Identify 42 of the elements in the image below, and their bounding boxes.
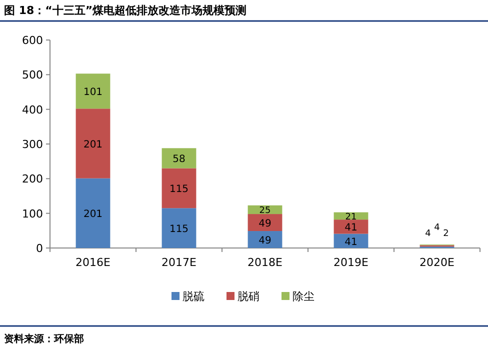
y-tick-label: 200 [22, 172, 43, 186]
data-label: 21 [345, 212, 357, 222]
y-tick-label: 0 [36, 242, 43, 255]
legend-label: 脱硫 [182, 290, 204, 303]
bar [162, 208, 196, 248]
bar [334, 234, 368, 248]
legend-label: 脱硝 [238, 290, 260, 303]
data-label: 101 [83, 87, 103, 98]
data-label: 58 [172, 154, 186, 166]
data-label: 2 [443, 229, 449, 239]
data-label: 49 [258, 218, 272, 230]
bar [162, 148, 196, 168]
y-tick-label: 100 [22, 207, 43, 220]
y-tick-label: 300 [22, 138, 43, 151]
x-tick-label: 2016E [76, 256, 111, 269]
legend-label: 除尘 [292, 290, 314, 303]
bar [248, 214, 282, 232]
bar [162, 168, 196, 208]
data-label: 4 [425, 229, 432, 239]
bar [76, 74, 110, 109]
x-tick-label: 2020E [420, 256, 455, 269]
data-label: 41 [344, 236, 358, 248]
bar [76, 108, 110, 178]
data-label: 4 [434, 223, 440, 233]
chart-title: 图 18：“十三五”煤电超低排放改造市场规模预测 [4, 4, 247, 17]
data-label: 41 [344, 222, 358, 234]
text: 资料来源：环保部 [4, 333, 84, 345]
x-tick-label: 2018E [248, 256, 283, 269]
data-label: 201 [83, 209, 103, 220]
y-tick-label: 400 [22, 103, 43, 116]
data-label: 115 [169, 224, 189, 236]
data-label: 25 [259, 206, 271, 216]
y-tick-label: 600 [22, 34, 43, 47]
data-label: 201 [83, 139, 103, 150]
y-tick-label: 500 [22, 68, 43, 82]
data-label: 49 [258, 236, 272, 247]
bar [248, 231, 282, 248]
x-tick-label: 2017E [162, 256, 197, 269]
bar [334, 220, 368, 234]
data-label: 115 [169, 184, 189, 196]
bar [76, 178, 110, 248]
x-tick-label: 2019E [334, 256, 369, 269]
